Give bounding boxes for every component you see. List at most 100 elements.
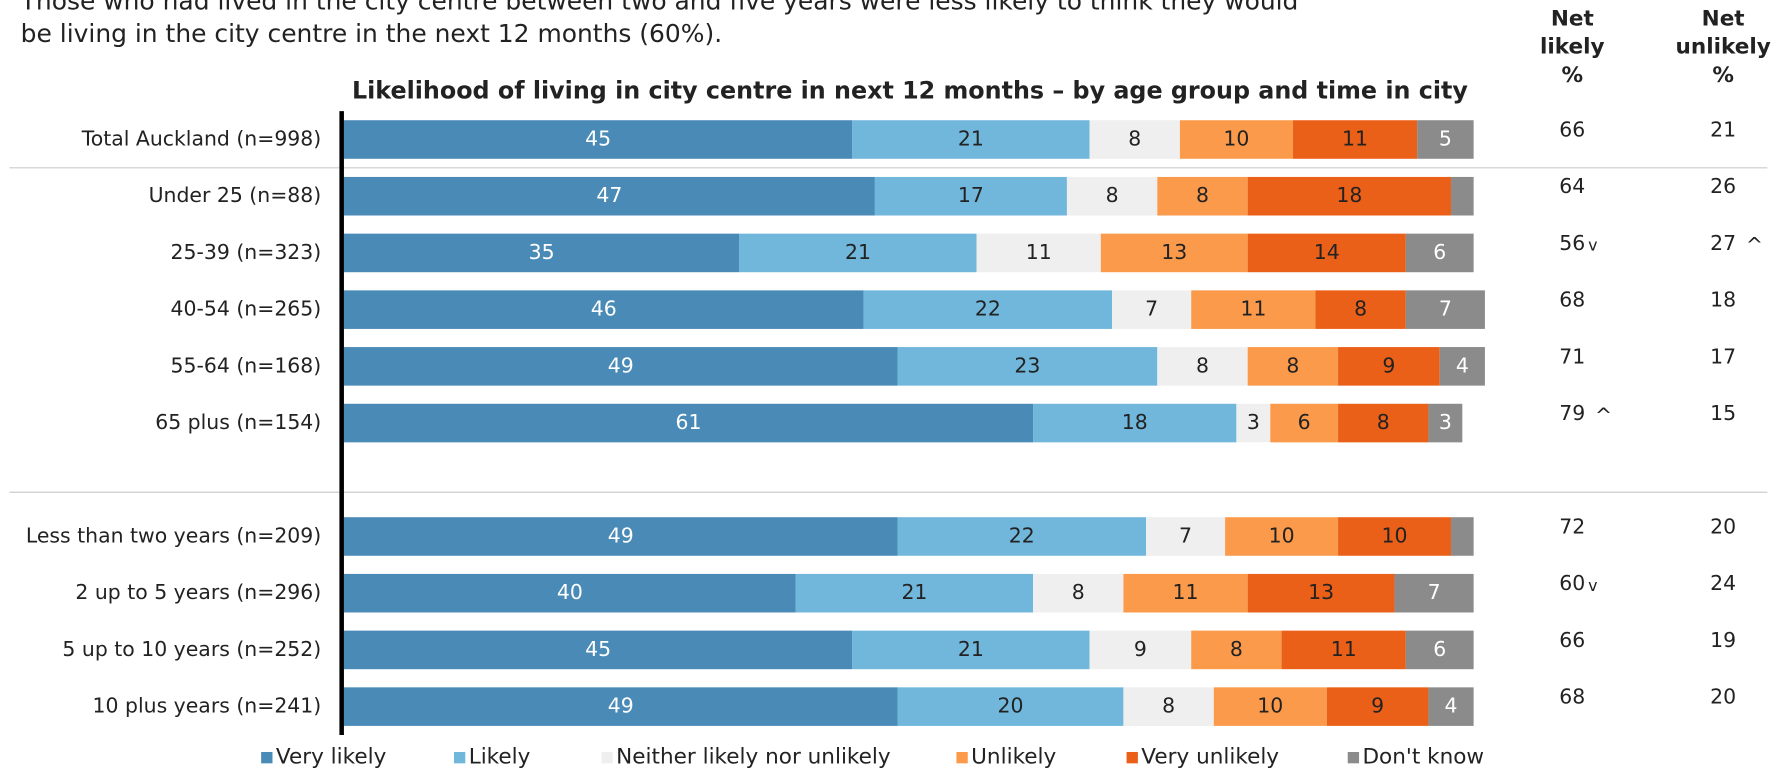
bar-segment — [1247, 233, 1406, 273]
bar-label: 13 — [1161, 240, 1187, 264]
net-value: 64 — [1559, 174, 1585, 198]
bar-label: 7 — [1428, 580, 1441, 604]
chart-title: Likelihood of living in city centre in n… — [352, 76, 1468, 104]
bar-label: 10 — [1223, 127, 1249, 151]
net-flag: v — [1588, 236, 1597, 255]
bar-label: 11 — [1026, 240, 1052, 264]
bar-label: 13 — [1308, 580, 1334, 604]
bar-segment — [1405, 630, 1474, 670]
net-value: 71 — [1559, 344, 1585, 368]
bar-segment — [1112, 290, 1192, 329]
net-value: 17 — [1710, 344, 1736, 368]
bar-segment — [1247, 573, 1395, 613]
net-value: 24 — [1710, 571, 1736, 595]
bar-segment — [1428, 687, 1474, 726]
net-value: 15 — [1710, 401, 1736, 425]
net-value: 18 — [1710, 288, 1736, 312]
net-value: 66 — [1559, 117, 1585, 141]
bar-segment — [1338, 403, 1429, 443]
bar-segment — [1417, 120, 1474, 159]
y-tick-label: Under 25 (n=88) — [149, 183, 322, 207]
net-value: 68 — [1559, 288, 1585, 312]
bar-label: 8 — [1162, 694, 1175, 718]
net-value: 19 — [1710, 628, 1736, 652]
bar-segment — [1236, 403, 1271, 443]
bar-segment — [343, 290, 864, 329]
net-value: 27 — [1710, 231, 1736, 255]
net-value: 60 — [1559, 571, 1585, 595]
bar-segment — [897, 687, 1124, 726]
bar-segment — [1338, 347, 1440, 386]
bar-segment — [852, 120, 1090, 159]
bar-label: 5 — [1439, 127, 1452, 151]
bar-label: 6 — [1433, 240, 1446, 264]
bar-segment — [1428, 403, 1463, 443]
net-value: 79 — [1559, 401, 1585, 425]
bar-label: 8 — [1106, 183, 1119, 207]
bar-label: 11 — [1342, 127, 1368, 151]
bar-segment — [1089, 630, 1192, 670]
bar-segment — [343, 233, 740, 273]
bar-label: 49 — [608, 353, 634, 377]
bar-label: 8 — [1072, 580, 1085, 604]
net-value: 21 — [1710, 117, 1736, 141]
bar-label: 40 — [557, 580, 583, 604]
bar-segment — [1123, 573, 1248, 613]
bar-segment — [1326, 687, 1429, 726]
net-flag: v — [1588, 576, 1597, 595]
bar-segment — [1338, 517, 1452, 556]
bar-label: 4 — [1445, 694, 1458, 718]
legend-label: Very unlikely — [1141, 745, 1279, 769]
bar-label: 22 — [1009, 523, 1035, 547]
net-value: 20 — [1710, 514, 1736, 538]
y-tick-label: Total Auckland (n=998) — [81, 127, 322, 151]
net-value: 56 — [1559, 231, 1585, 255]
bar-segment — [863, 290, 1113, 329]
bar-segment — [739, 233, 977, 273]
bar-label: 22 — [975, 297, 1001, 321]
bar-segment — [874, 176, 1067, 216]
bar-label: 9 — [1371, 694, 1384, 718]
bar-label: 8 — [1377, 410, 1390, 434]
bar-segment — [343, 120, 853, 159]
legend-label: Likely — [469, 745, 531, 769]
legend-swatch — [601, 751, 613, 764]
bar-segment — [1157, 176, 1248, 216]
bar-segment — [1292, 120, 1418, 159]
bar-segment — [1270, 403, 1339, 443]
bar-label: 11 — [1331, 637, 1357, 661]
y-tick-label: 10 plus years (n=241) — [93, 694, 322, 718]
bar-label: 8 — [1354, 297, 1367, 321]
bar-label: 45 — [585, 127, 611, 151]
legend-swatch — [261, 751, 273, 764]
bar-label: 8 — [1230, 637, 1243, 661]
bar-segment — [343, 630, 853, 670]
annotation: Those who had lived in the city centre b… — [20, 0, 1299, 15]
bar-label: 49 — [608, 694, 634, 718]
bar-segment — [343, 517, 898, 556]
bar-label: 61 — [676, 410, 702, 434]
y-tick-label: 25-39 (n=323) — [171, 240, 322, 264]
column-header: unlikely — [1676, 35, 1771, 60]
bar-label: 4 — [1456, 353, 1469, 377]
bar-segment — [343, 687, 898, 726]
bar-label: 8 — [1196, 353, 1209, 377]
bar-label: 18 — [1122, 410, 1148, 434]
bar-label: 14 — [1314, 240, 1340, 264]
column-header: % — [1562, 63, 1584, 88]
bar-segment — [343, 176, 875, 216]
bar-label: 18 — [1336, 183, 1362, 207]
legend-swatch — [956, 751, 968, 764]
bar-label: 7 — [1145, 297, 1158, 321]
bar-label: 46 — [591, 297, 617, 321]
net-flag: ^ — [1746, 233, 1763, 257]
bar-segment — [1405, 233, 1474, 273]
bar-segment — [1394, 573, 1474, 613]
legend-label: Don't know — [1362, 745, 1484, 769]
bar-segment — [1191, 630, 1282, 670]
net-value: 68 — [1559, 685, 1585, 709]
bar-segment — [1451, 176, 1474, 216]
net-value: 26 — [1710, 174, 1736, 198]
bar-segment — [1146, 517, 1226, 556]
